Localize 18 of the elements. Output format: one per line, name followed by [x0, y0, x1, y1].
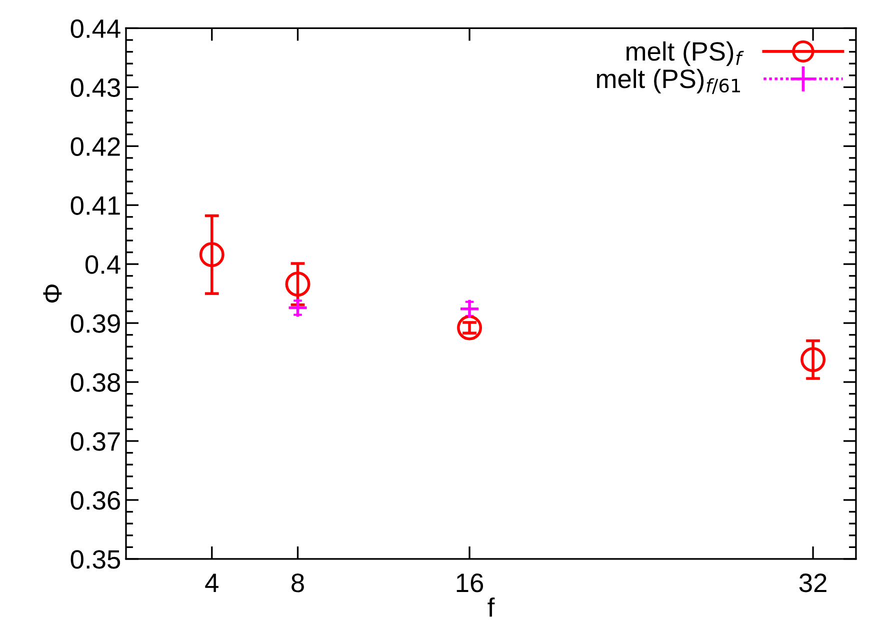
y-tick-label: 0.4 — [85, 255, 120, 274]
y-axis-title: Φ — [43, 284, 62, 303]
legend-label: melt (PS)$_{f}$ — [626, 41, 744, 66]
y-tick-label: 0.42 — [70, 137, 120, 156]
y-tick-label: 0.38 — [70, 373, 120, 392]
legend-label: melt (PS)$_{f/61}$ — [596, 68, 740, 94]
y-tick-label: 0.41 — [70, 196, 120, 215]
y-tick-label: 0.44 — [70, 19, 120, 38]
y-tick-label: 0.36 — [70, 491, 120, 510]
y-tick-label: 0.43 — [70, 78, 120, 97]
y-tick-label: 0.39 — [70, 314, 120, 333]
x-axis-title: f — [488, 597, 495, 617]
x-tick-label: 32 — [799, 574, 826, 592]
y-tick-label: 0.37 — [70, 432, 120, 451]
y-tick-label: 0.35 — [70, 550, 120, 569]
x-tick-label: 4 — [205, 574, 218, 592]
x-tick-label: 16 — [456, 574, 484, 592]
x-tick-label: 8 — [292, 574, 304, 592]
